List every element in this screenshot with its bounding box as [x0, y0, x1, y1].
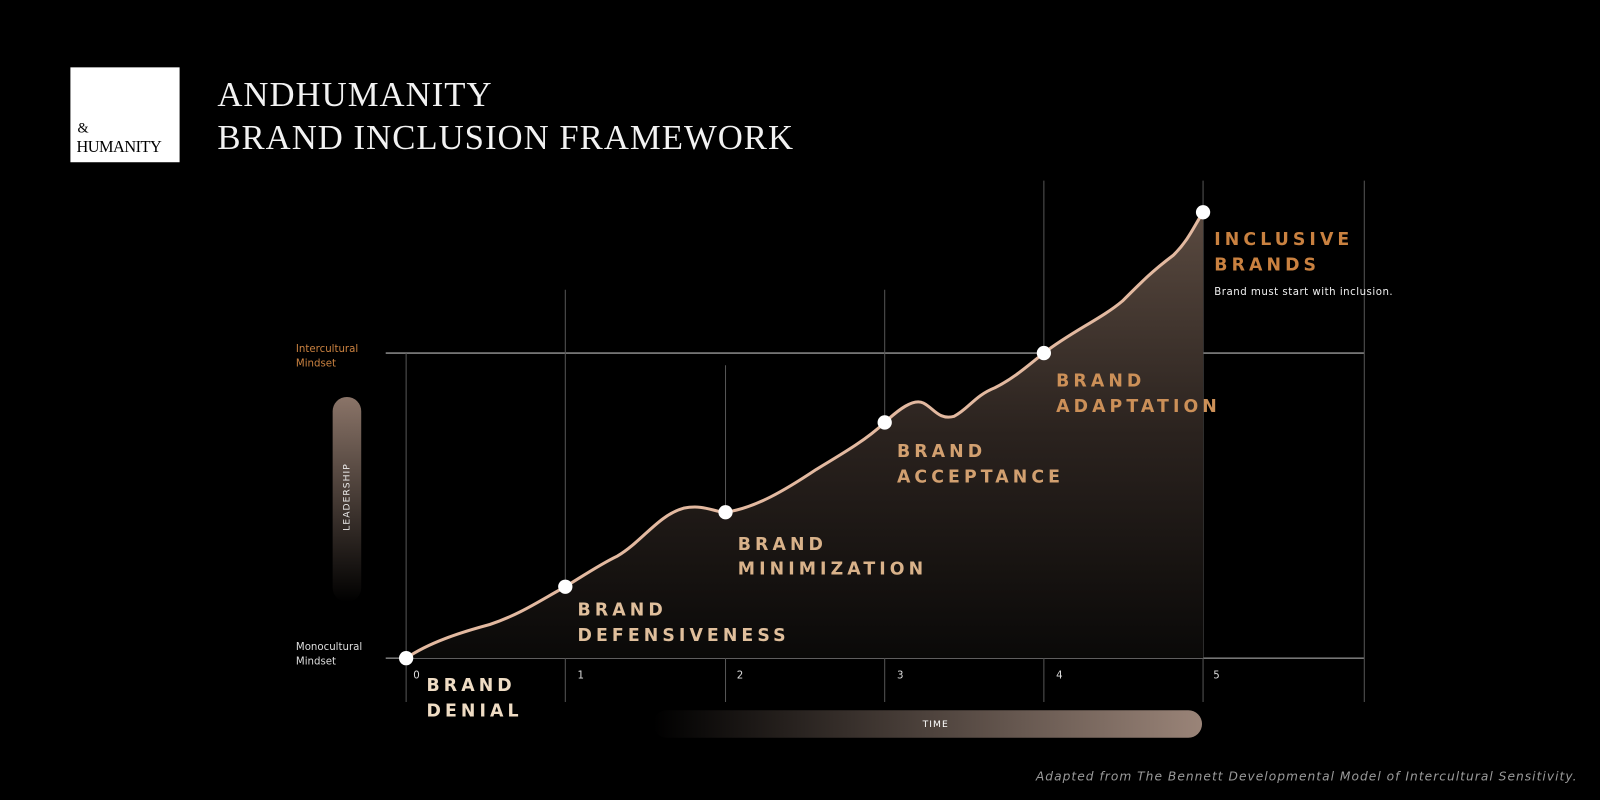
y-bottom-label: Mindset: [296, 656, 336, 667]
stage-point: [718, 505, 733, 520]
stage-label: MINIMIZATION: [738, 559, 927, 579]
x-tick-label: 2: [737, 671, 743, 682]
subtitle: BRAND INCLUSION FRAMEWORK: [217, 118, 794, 157]
stage-label: ACCEPTANCE: [897, 468, 1064, 488]
stage-label: BRAND: [578, 600, 667, 620]
y-top-label: Intercultural: [296, 344, 358, 355]
stage-label: BRAND: [427, 676, 516, 696]
stage-label: BRANDS: [1214, 255, 1320, 275]
logo-ampersand: &: [78, 121, 89, 137]
x-tick-label: 1: [578, 671, 584, 682]
stage-label: DEFENSIVENESS: [578, 626, 790, 646]
stage-label: BRAND: [738, 535, 827, 555]
footer-credit: Adapted from The Bennett Developmental M…: [1035, 770, 1578, 784]
y-bottom-label: Monocultural: [296, 642, 362, 653]
x-axis-label: TIME: [922, 719, 949, 730]
logo-name: HUMANITY: [77, 137, 162, 156]
stage-point: [877, 415, 892, 430]
stage-label: DENIAL: [427, 701, 523, 721]
stage-point: [1036, 345, 1052, 361]
y-axis-label: LEADERSHIP: [341, 463, 352, 531]
x-tick-label: 0: [413, 671, 419, 682]
area: [406, 212, 1204, 659]
x-tick-label: 5: [1213, 671, 1219, 682]
leadership-bar: [332, 396, 362, 603]
time-bar: [653, 710, 1203, 738]
stage-point: [558, 579, 573, 594]
title: ANDHUMANITY: [217, 75, 492, 114]
stage-label: BRAND: [897, 442, 986, 462]
stage-label: BRAND: [1056, 372, 1145, 392]
y-top-label: Mindset: [296, 358, 336, 369]
stage-label: ADAPTATION: [1056, 397, 1221, 417]
stage-point: [1195, 205, 1211, 220]
logo-box: [70, 67, 180, 163]
x-tick-label: 4: [1056, 671, 1062, 682]
stage-label: INCLUSIVE: [1214, 230, 1353, 250]
stage-note: Brand must start with inclusion.: [1214, 287, 1393, 298]
x-tick-label: 3: [897, 671, 903, 682]
stage-point: [398, 651, 414, 666]
